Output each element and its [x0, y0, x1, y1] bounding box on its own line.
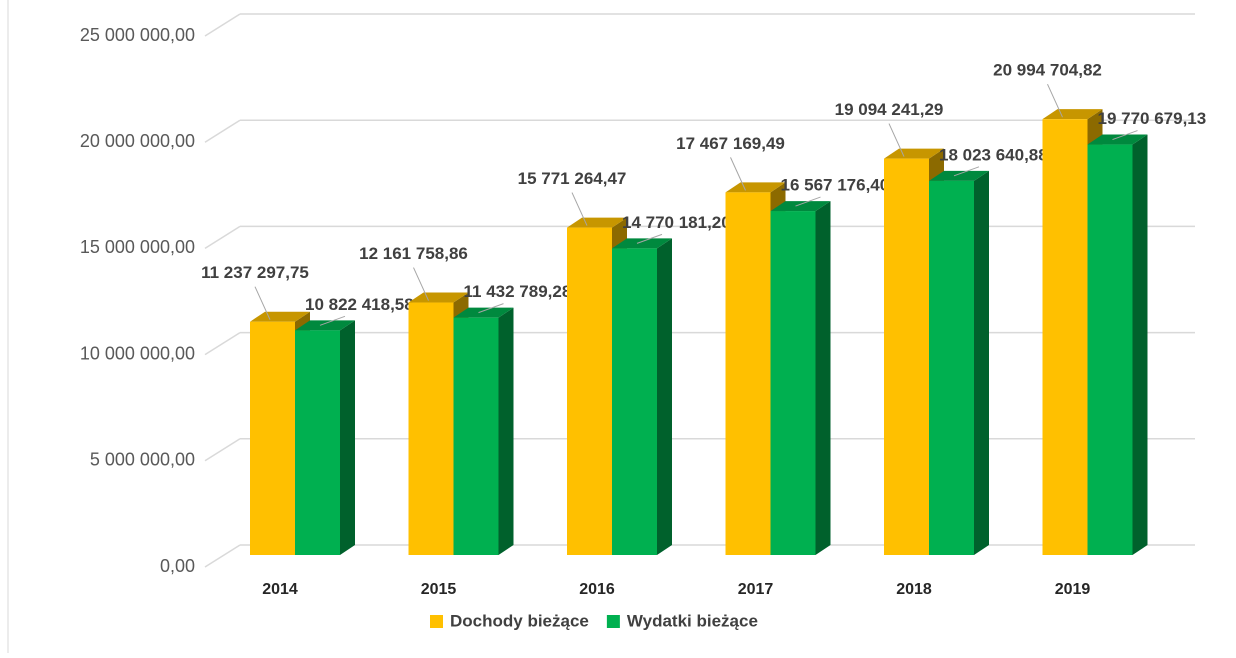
chart-border [7, 0, 1236, 658]
grid-line [204, 13, 241, 37]
bar [453, 317, 499, 555]
leader-line [953, 166, 980, 177]
y-tick-label: 0,00 [160, 556, 195, 576]
grid-line [204, 225, 241, 250]
value-label: 14 770 181,20 [622, 213, 731, 232]
bar-top [725, 182, 786, 193]
legend-label: Wydatki bieżące [627, 611, 758, 630]
bar-side [974, 170, 989, 555]
bar [408, 302, 454, 555]
value-label: 19 094 241,29 [835, 100, 944, 119]
legend-swatch [430, 615, 443, 628]
bar [770, 211, 816, 555]
y-tick-label: 10 000 000,00 [80, 343, 195, 363]
value-label: 19 770 679,13 [1098, 109, 1207, 128]
bar [250, 321, 295, 555]
x-tick-label: 2015 [421, 581, 457, 598]
x-tick-label: 2016 [579, 581, 615, 598]
leader-line [1047, 83, 1063, 118]
leader-line [254, 286, 271, 320]
x-tick-label: 2018 [896, 581, 932, 598]
value-label: 11 237 297,75 [201, 263, 309, 282]
value-label: 20 994 704,82 [993, 61, 1102, 80]
grid-line [204, 119, 241, 143]
bar-top [1087, 134, 1148, 145]
leader-line [319, 315, 346, 326]
bar [567, 227, 612, 555]
x-tick-label: 2017 [738, 581, 774, 598]
grid-line [204, 544, 241, 568]
legend-label: Dochody bieżące [450, 611, 589, 630]
leader-line [1112, 130, 1138, 141]
leader-line [413, 267, 429, 301]
x-tick-label: 2014 [262, 581, 298, 598]
bar-top [408, 292, 469, 303]
leader-line [636, 233, 663, 244]
bar [295, 330, 340, 555]
bar-top [884, 148, 944, 159]
leader-line [730, 157, 746, 191]
leader-line [888, 123, 905, 157]
grid-line [204, 331, 241, 356]
bar-top [1042, 109, 1103, 120]
y-tick-label: 15 000 000,00 [80, 237, 195, 257]
value-label: 12 161 758,86 [359, 244, 468, 263]
y-tick-label: 5 000 000,00 [90, 450, 195, 470]
y-tick-label: 25 000 000,00 [80, 25, 195, 45]
value-label: 18 023 640,88 [939, 145, 1048, 164]
bar-top [612, 238, 672, 249]
bar [1042, 119, 1088, 555]
grid-line [204, 438, 241, 462]
value-label: 17 467 169,49 [676, 134, 785, 153]
leader-line [478, 303, 504, 314]
bar-top [929, 170, 989, 181]
bar-side [340, 320, 355, 555]
bar-side [657, 238, 672, 555]
legend-swatch [606, 615, 620, 628]
bar [929, 180, 974, 555]
bar [1087, 144, 1133, 555]
bar [884, 158, 929, 555]
bar-top [250, 311, 310, 322]
bar-side [1132, 134, 1148, 555]
bar-side [498, 307, 514, 555]
bar-top [567, 217, 627, 228]
leader-line [571, 192, 588, 226]
bar-side [815, 201, 831, 555]
bar [612, 248, 657, 555]
bar [725, 192, 771, 555]
value-label: 11 432 789,28 [464, 282, 572, 301]
bar-top [295, 320, 355, 331]
x-tick-label: 2019 [1055, 581, 1091, 598]
bar-top [453, 307, 514, 318]
leader-line [795, 196, 821, 207]
value-label: 16 567 176,40 [781, 176, 890, 195]
y-tick-label: 20 000 000,00 [80, 131, 195, 151]
value-label: 15 771 264,47 [518, 169, 627, 188]
bar-top [770, 201, 831, 212]
value-label: 10 822 418,58 [305, 295, 414, 314]
